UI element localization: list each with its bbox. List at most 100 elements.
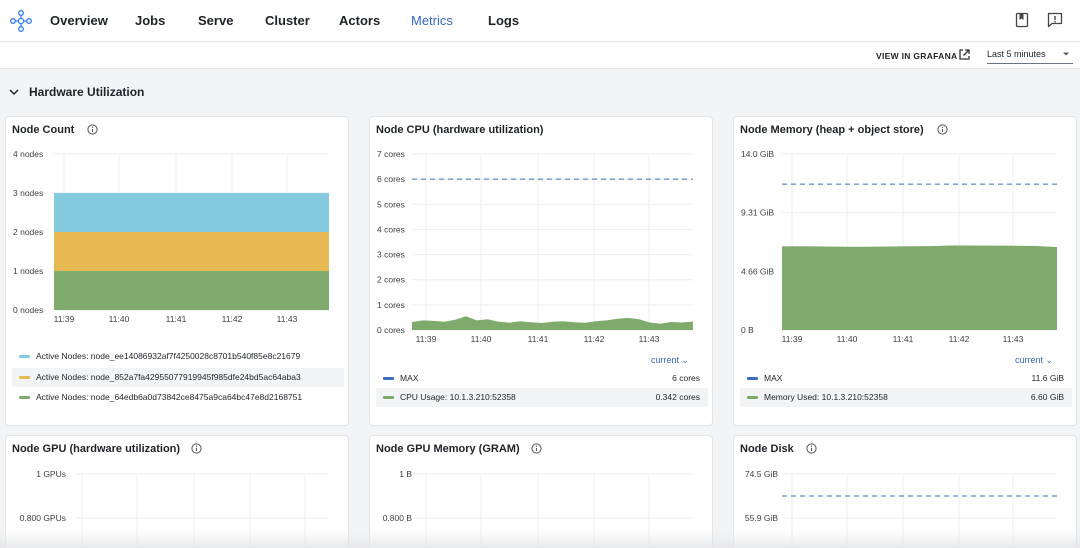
y-tick-label: 7 cores bbox=[377, 149, 405, 159]
y-tick-label: 1 B bbox=[399, 469, 412, 479]
legend-item[interactable]: MAX 6 cores bbox=[376, 369, 708, 388]
panel-node-memory: Node Memory (heap + object store) 14.0 G… bbox=[733, 116, 1077, 426]
nav-metrics[interactable]: Metrics bbox=[411, 13, 453, 28]
x-tick-label: 11:42 bbox=[584, 334, 605, 344]
y-tick-label: 0.800 B bbox=[383, 513, 413, 523]
view-in-grafana-link[interactable]: VIEW IN GRAFANA bbox=[876, 51, 958, 61]
panel-node-disk: Node Disk 74.5 GiB 55.9 GiB bbox=[733, 435, 1077, 548]
y-tick-label: 2 cores bbox=[377, 275, 405, 285]
legend-item[interactable]: MAX 11.6 GiB bbox=[740, 369, 1072, 388]
nav-cluster[interactable]: Cluster bbox=[265, 13, 310, 28]
y-tick-label: 55.9 GiB bbox=[745, 513, 778, 523]
y-tick-label: 0 cores bbox=[377, 325, 405, 335]
legend-label: Active Nodes: node_ee14086932af7f4250028… bbox=[36, 351, 301, 361]
x-tick-label: 11:43 bbox=[277, 314, 298, 324]
node-count-chart: 4 nodes 3 nodes 2 nodes 1 nodes 0 nodes 11:39… bbox=[13, 149, 329, 324]
legend-swatch bbox=[383, 377, 394, 380]
y-tick-label: 9.31 GiB bbox=[741, 208, 774, 218]
node-cpu-chart: 7 cores 6 cores 5 cores 4 cores 3 cores 2 cor… bbox=[377, 149, 693, 344]
y-tick-label: 3 nodes bbox=[13, 188, 43, 198]
panel-node-count: Node Count 4 nodes 3 nodes 2 nodes 1 nodes 0… bbox=[5, 116, 349, 426]
chevron-down-icon: ⌄ bbox=[681, 355, 690, 365]
panel-node-gpu: Node GPU (hardware utilization) 1 GPUs 0.… bbox=[5, 435, 349, 548]
y-tick-label: 74.5 GiB bbox=[745, 469, 778, 479]
caret-down-icon bbox=[1063, 52, 1069, 56]
node-gpu-memory-chart: 1 B 0.800 B bbox=[383, 469, 693, 548]
panel-title: Node GPU (hardware utilization) bbox=[12, 443, 181, 455]
panel-title: Node Count bbox=[12, 124, 75, 136]
x-tick-label: 11:39 bbox=[416, 334, 437, 344]
legend-item[interactable]: Active Nodes: node_64edb6a0d73842ce8475a… bbox=[12, 388, 344, 407]
legend-item[interactable]: Active Nodes: node_852a7fa42955077919945… bbox=[12, 368, 344, 387]
y-tick-label: 2 nodes bbox=[13, 227, 43, 237]
info-icon[interactable] bbox=[806, 443, 817, 454]
area-series-node-ee140 bbox=[54, 193, 329, 232]
external-link-icon[interactable] bbox=[958, 48, 971, 61]
y-tick-label: 6 cores bbox=[377, 174, 405, 184]
x-tick-label: 11:39 bbox=[782, 334, 803, 344]
panel-node-gpu-memory: Node GPU Memory (GRAM) 1 B 0.800 B bbox=[369, 435, 713, 548]
chevron-down-icon: ⌄ bbox=[1045, 355, 1054, 365]
y-tick-label: 0 B bbox=[741, 325, 754, 335]
y-tick-label: 1 cores bbox=[377, 300, 405, 310]
info-icon[interactable] bbox=[191, 443, 202, 454]
y-tick-label: 3 cores bbox=[377, 250, 405, 260]
legend-swatch bbox=[19, 396, 30, 399]
panel-title: Node Memory (heap + object store) bbox=[740, 124, 924, 136]
y-tick-label: 4 cores bbox=[377, 224, 405, 234]
panel-title: Node Disk bbox=[740, 443, 794, 455]
x-tick-label: 11:41 bbox=[893, 334, 914, 344]
x-tick-label: 11:43 bbox=[639, 334, 660, 344]
legend-item[interactable]: CPU Usage: 10.1.3.210:52358 0.342 cores bbox=[376, 388, 708, 407]
legend-swatch bbox=[747, 396, 758, 399]
legend-value: 11.6 GiB bbox=[1031, 373, 1064, 383]
nav-jobs[interactable]: Jobs bbox=[135, 13, 166, 28]
x-tick-label: 11:41 bbox=[528, 334, 549, 344]
y-tick-label: 4 nodes bbox=[13, 149, 43, 159]
legend-value: 0.342 cores bbox=[655, 392, 700, 402]
panel-title: Node GPU Memory (GRAM) bbox=[376, 443, 520, 455]
feedback-icon[interactable] bbox=[1046, 11, 1064, 29]
y-tick-label: 1 GPUs bbox=[36, 469, 66, 479]
nav-actors[interactable]: Actors bbox=[339, 13, 381, 28]
panel-node-cpu: Node CPU (hardware utilization) 7 cores 6… bbox=[369, 116, 713, 426]
x-tick-label: 11:43 bbox=[1003, 334, 1024, 344]
legend-sort-current[interactable]: current ⌄ bbox=[1015, 355, 1053, 366]
chevron-down-icon bbox=[9, 89, 19, 96]
legend-label: MAX bbox=[400, 373, 419, 383]
legend-label: CPU Usage: 10.1.3.210:52358 bbox=[400, 392, 516, 402]
y-tick-label: 4.66 GiB bbox=[741, 266, 774, 276]
legend-swatch bbox=[747, 377, 758, 380]
book-icon[interactable] bbox=[1013, 11, 1031, 29]
time-range-value: Last 5 minutes bbox=[987, 49, 1046, 59]
x-tick-label: 11:40 bbox=[109, 314, 130, 324]
metrics-toolbar: VIEW IN GRAFANA Last 5 minutes bbox=[0, 42, 1080, 69]
legend-sort-current[interactable]: current ⌄ bbox=[651, 355, 689, 366]
node-disk-chart: 74.5 GiB 55.9 GiB bbox=[745, 469, 1057, 548]
nav-logs[interactable]: Logs bbox=[488, 13, 520, 28]
time-range-select[interactable]: Last 5 minutes bbox=[987, 46, 1073, 64]
legend-label: Active Nodes: node_64edb6a0d73842ce8475a… bbox=[36, 392, 303, 402]
legend-item[interactable]: Active Nodes: node_ee14086932af7f4250028… bbox=[12, 347, 344, 366]
legend-swatch bbox=[19, 355, 30, 358]
info-icon[interactable] bbox=[87, 124, 98, 135]
section-title: Hardware Utilization bbox=[29, 85, 145, 99]
info-icon[interactable] bbox=[531, 443, 542, 454]
y-tick-label: 14.0 GiB bbox=[741, 149, 774, 159]
x-tick-label: 11:40 bbox=[837, 334, 858, 344]
y-tick-label: 0 nodes bbox=[13, 305, 43, 315]
info-icon[interactable] bbox=[937, 124, 948, 135]
nav-serve[interactable]: Serve bbox=[198, 13, 234, 28]
current-label: current bbox=[651, 355, 680, 365]
x-tick-label: 11:42 bbox=[949, 334, 970, 344]
nav-overview[interactable]: Overview bbox=[50, 13, 108, 28]
legend-label: MAX bbox=[764, 373, 783, 383]
area-series-node-64edb bbox=[54, 271, 329, 310]
ray-logo-icon[interactable] bbox=[9, 9, 33, 33]
legend-swatch bbox=[19, 376, 30, 379]
memory-used-area bbox=[782, 245, 1057, 330]
legend-item[interactable]: Memory Used: 10.1.3.210:52358 6.60 GiB bbox=[740, 388, 1072, 407]
y-tick-label: 0.800 GPUs bbox=[20, 513, 66, 523]
top-navigation: Overview Jobs Serve Cluster Actors Metri… bbox=[0, 0, 1080, 42]
legend-label: Active Nodes: node_852a7fa42955077919945… bbox=[36, 372, 301, 382]
